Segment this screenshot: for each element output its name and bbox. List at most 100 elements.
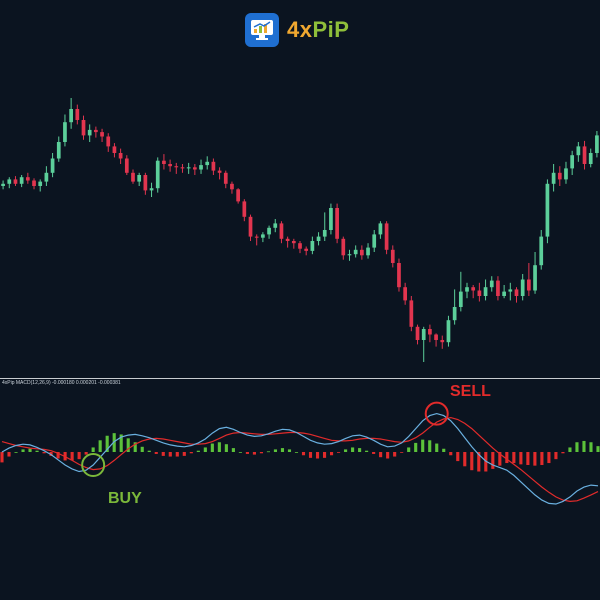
histogram-bar (245, 452, 249, 454)
candle-body (458, 291, 463, 307)
candle-body (570, 155, 575, 169)
candle-body (576, 146, 581, 156)
histogram-bar (147, 450, 151, 452)
candle-body (205, 161, 210, 166)
histogram-bar (379, 452, 383, 458)
histogram-bar (7, 452, 11, 457)
candle-body (421, 329, 426, 340)
candle-body (557, 172, 562, 180)
histogram-bar (505, 452, 509, 464)
candle-body (19, 177, 24, 184)
candle-body (347, 254, 352, 256)
candle-body (390, 249, 395, 263)
candle-body (452, 307, 457, 321)
histogram-bar (84, 452, 88, 455)
histogram-bar (77, 452, 81, 460)
candle-body (186, 167, 191, 169)
sell-signal-label: SELL (450, 383, 491, 400)
candle-body (440, 340, 445, 343)
candle-body (415, 326, 420, 340)
candle-body (267, 227, 271, 235)
histogram-bar (582, 440, 586, 452)
histogram-bar (42, 452, 46, 454)
histogram-bar (512, 452, 516, 464)
histogram-bar (182, 452, 186, 456)
candle-body (75, 109, 80, 120)
histogram-bar (477, 452, 481, 472)
histogram-bar (154, 452, 158, 454)
candle-body (372, 234, 377, 248)
macd-line (1, 412, 599, 505)
histogram-bar (14, 452, 18, 453)
candle-body (69, 109, 73, 123)
signal-line (1, 416, 599, 503)
candle-body (446, 320, 451, 343)
histogram-bar (119, 434, 123, 452)
histogram-bar (308, 452, 313, 458)
histogram-bar (196, 450, 200, 452)
candle-body (434, 334, 438, 340)
candle-body (211, 161, 216, 171)
histogram-bar (56, 452, 60, 459)
candle-body (217, 170, 222, 173)
candle-body (502, 291, 506, 296)
histogram-bar (266, 451, 271, 453)
candle-body (316, 236, 321, 241)
histogram-bar (133, 442, 137, 452)
candle-body (38, 181, 43, 186)
candle-body (595, 135, 599, 153)
histogram-bar (463, 452, 467, 467)
candle-body (230, 183, 234, 190)
candle-body (192, 167, 197, 170)
histogram-bar (203, 447, 207, 452)
candle-body (1, 183, 5, 186)
histogram-bar (273, 449, 278, 452)
histogram-bar (70, 452, 74, 461)
brand-name-part2: PiP (312, 17, 350, 42)
histogram-bar (400, 452, 404, 453)
candle-body (564, 168, 568, 180)
candle-body (366, 247, 370, 256)
histogram-bar (252, 452, 256, 455)
histogram-bar (105, 435, 109, 452)
histogram-bar (231, 448, 235, 452)
candle-body (223, 172, 228, 184)
histogram-bar (98, 440, 102, 452)
candle-body (520, 279, 525, 296)
histogram-bar (294, 452, 299, 453)
candle-body (588, 153, 593, 164)
histogram-bar (329, 452, 334, 456)
histogram-bar (238, 452, 242, 453)
candle-body (341, 238, 346, 256)
candle-body (483, 287, 488, 296)
histogram-bar (547, 452, 551, 464)
histogram-bar (596, 446, 600, 452)
buy-signal-label: BUY (108, 490, 142, 507)
histogram-bar (28, 448, 32, 452)
histogram-bar (112, 433, 116, 452)
candle-body (310, 241, 315, 251)
histogram-bar (456, 452, 460, 462)
candle-body (409, 300, 414, 327)
candle-body (397, 263, 401, 288)
candle-body (527, 279, 531, 291)
histogram-bar (161, 452, 165, 456)
candle-body (508, 289, 513, 292)
histogram-bar (315, 452, 320, 459)
candle-body (254, 236, 259, 238)
histogram-bar (91, 447, 95, 452)
brand-logo: 4xPiP (245, 12, 349, 48)
histogram-bar (442, 448, 446, 452)
candle-body (50, 158, 55, 173)
histogram-bar (140, 446, 144, 452)
candle-body (551, 172, 556, 184)
candle-body (106, 136, 111, 147)
candle-body (94, 129, 98, 133)
histogram-bar (519, 452, 523, 465)
candle-body (25, 177, 30, 181)
candle-body (155, 160, 160, 189)
candle-body (304, 248, 309, 251)
candle-body (533, 265, 537, 291)
histogram-bar (287, 449, 292, 452)
histogram-bar (526, 452, 530, 465)
